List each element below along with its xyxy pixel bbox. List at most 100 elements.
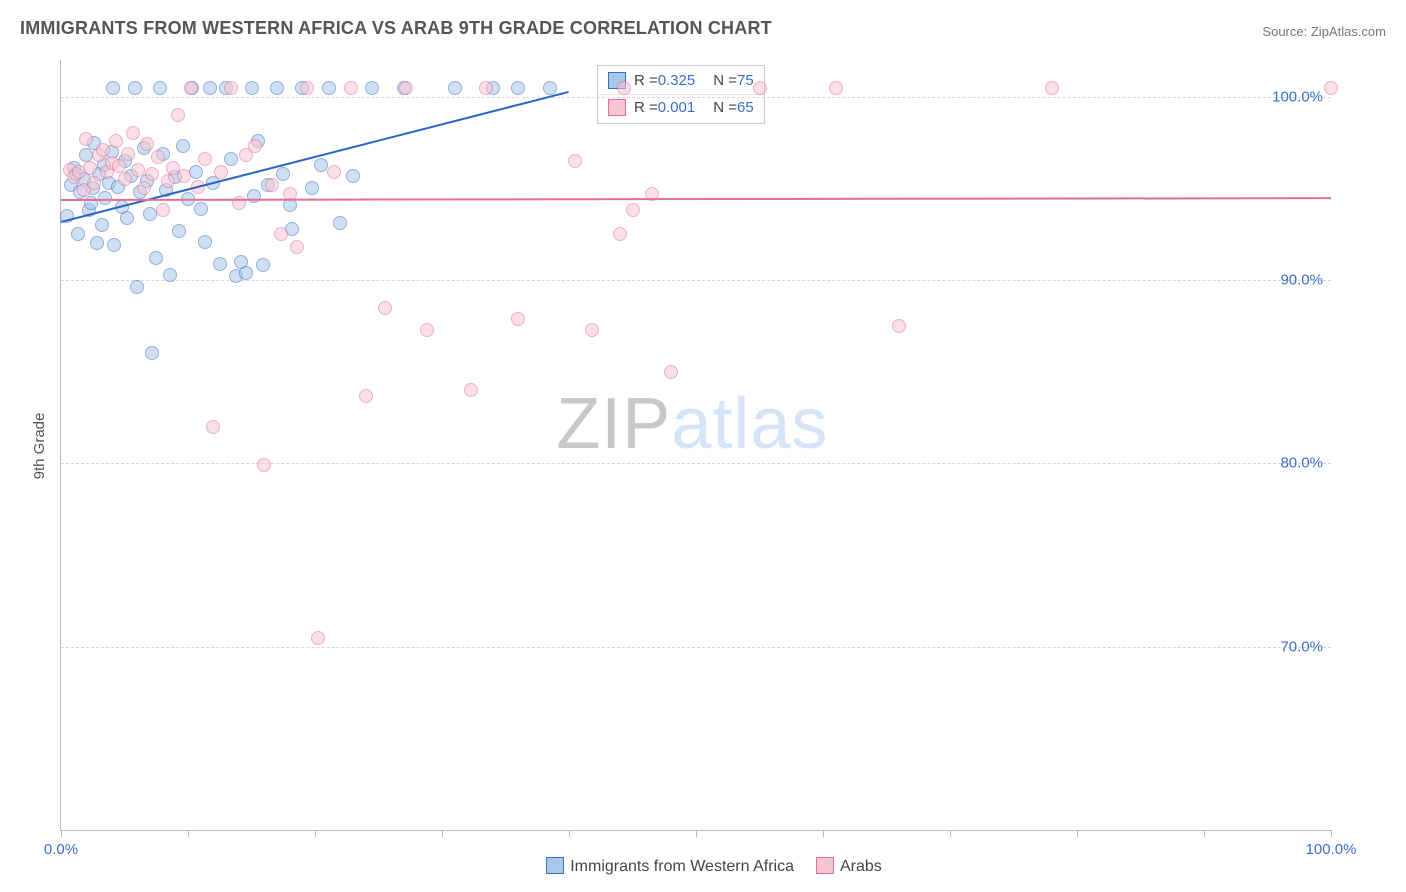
scatter-point-western_africa bbox=[251, 134, 265, 148]
scatter-point-arabs bbox=[100, 165, 114, 179]
scatter-point-arabs bbox=[184, 81, 198, 95]
stats-n-value: 65 bbox=[737, 96, 754, 120]
scatter-point-arabs bbox=[63, 163, 77, 177]
scatter-point-western_africa bbox=[120, 211, 134, 225]
scatter-point-western_africa bbox=[98, 191, 112, 205]
scatter-point-arabs bbox=[137, 181, 151, 195]
source-label: Source: bbox=[1262, 24, 1307, 39]
scatter-point-western_africa bbox=[245, 81, 259, 95]
stats-r-label: R = bbox=[634, 69, 658, 93]
scatter-point-arabs bbox=[248, 139, 262, 153]
x-tick-label: 100.0% bbox=[1306, 841, 1357, 858]
scatter-point-arabs bbox=[1324, 81, 1338, 95]
y-axis-label: 9th Grade bbox=[31, 413, 48, 480]
scatter-point-arabs bbox=[171, 108, 185, 122]
stats-n-label: N = bbox=[713, 69, 737, 93]
scatter-point-arabs bbox=[72, 165, 86, 179]
scatter-point-western_africa bbox=[346, 169, 360, 183]
scatter-point-western_africa bbox=[105, 145, 119, 159]
scatter-point-western_africa bbox=[140, 174, 154, 188]
gridline-h bbox=[61, 97, 1331, 98]
x-tick bbox=[188, 830, 189, 837]
scatter-point-western_africa bbox=[92, 167, 106, 181]
scatter-point-arabs bbox=[464, 383, 478, 397]
stats-n-value: 75 bbox=[737, 69, 754, 93]
scatter-point-arabs bbox=[626, 203, 640, 217]
scatter-plot: ZIPatlas R = 0.325N = 75R = 0.001N = 65 … bbox=[60, 60, 1331, 831]
gridline-h bbox=[61, 647, 1331, 648]
scatter-point-western_africa bbox=[107, 238, 121, 252]
source-credit: Source: ZipAtlas.com bbox=[1262, 24, 1386, 39]
scatter-point-western_africa bbox=[97, 158, 111, 172]
scatter-point-arabs bbox=[568, 154, 582, 168]
trend-line-arabs bbox=[61, 197, 1331, 201]
scatter-point-arabs bbox=[109, 134, 123, 148]
scatter-point-arabs bbox=[145, 167, 159, 181]
scatter-point-western_africa bbox=[102, 176, 116, 190]
scatter-point-western_africa bbox=[176, 139, 190, 153]
scatter-point-western_africa bbox=[198, 235, 212, 249]
scatter-point-arabs bbox=[274, 227, 288, 241]
x-tick bbox=[315, 830, 316, 837]
correlation-stats-box: R = 0.325N = 75R = 0.001N = 65 bbox=[597, 65, 765, 124]
scatter-point-arabs bbox=[96, 143, 110, 157]
scatter-point-western_africa bbox=[90, 236, 104, 250]
stats-r-label: R = bbox=[634, 96, 658, 120]
scatter-point-arabs bbox=[140, 137, 154, 151]
y-tick-label: 70.0% bbox=[1280, 638, 1323, 655]
scatter-point-western_africa bbox=[486, 81, 500, 95]
scatter-point-arabs bbox=[177, 169, 191, 183]
scatter-point-arabs bbox=[311, 631, 325, 645]
scatter-point-western_africa bbox=[185, 81, 199, 95]
scatter-point-western_africa bbox=[194, 202, 208, 216]
scatter-point-arabs bbox=[892, 319, 906, 333]
scatter-point-western_africa bbox=[322, 81, 336, 95]
scatter-point-western_africa bbox=[106, 81, 120, 95]
stats-row-arabs: R = 0.001N = 65 bbox=[598, 94, 764, 121]
y-tick-label: 90.0% bbox=[1280, 272, 1323, 289]
x-tick bbox=[1331, 830, 1332, 837]
scatter-point-western_africa bbox=[295, 81, 309, 95]
scatter-point-arabs bbox=[257, 458, 271, 472]
scatter-point-arabs bbox=[105, 156, 119, 170]
watermark: ZIPatlas bbox=[556, 383, 828, 465]
scatter-point-arabs bbox=[206, 420, 220, 434]
swatch-arabs bbox=[608, 99, 626, 116]
scatter-point-western_africa bbox=[124, 169, 138, 183]
scatter-point-western_africa bbox=[86, 181, 100, 195]
scatter-point-western_africa bbox=[77, 172, 91, 186]
scatter-point-western_africa bbox=[87, 136, 101, 150]
scatter-point-western_africa bbox=[261, 178, 275, 192]
scatter-point-western_africa bbox=[256, 258, 270, 272]
scatter-point-arabs bbox=[239, 148, 253, 162]
scatter-point-western_africa bbox=[79, 148, 93, 162]
scatter-point-western_africa bbox=[137, 141, 151, 155]
scatter-point-arabs bbox=[67, 170, 81, 184]
stats-row-western_africa: R = 0.325N = 75 bbox=[598, 68, 764, 94]
scatter-point-western_africa bbox=[111, 180, 125, 194]
x-tick bbox=[696, 830, 697, 837]
trend-line-western_africa bbox=[61, 91, 569, 223]
scatter-point-arabs bbox=[112, 159, 126, 173]
source-name: ZipAtlas.com bbox=[1311, 24, 1386, 39]
legend-swatch-western_africa bbox=[546, 857, 564, 874]
scatter-point-arabs bbox=[420, 323, 434, 337]
scatter-point-arabs bbox=[156, 203, 170, 217]
scatter-point-arabs bbox=[224, 81, 238, 95]
scatter-point-western_africa bbox=[365, 81, 379, 95]
scatter-point-arabs bbox=[92, 148, 106, 162]
scatter-point-arabs bbox=[77, 183, 91, 197]
scatter-point-western_africa bbox=[511, 81, 525, 95]
scatter-point-western_africa bbox=[397, 81, 411, 95]
scatter-point-western_africa bbox=[133, 185, 147, 199]
scatter-point-western_africa bbox=[448, 81, 462, 95]
scatter-point-western_africa bbox=[203, 81, 217, 95]
scatter-point-arabs bbox=[161, 174, 175, 188]
scatter-point-arabs bbox=[83, 161, 97, 175]
x-tick bbox=[823, 830, 824, 837]
scatter-point-arabs bbox=[1045, 81, 1059, 95]
scatter-point-arabs bbox=[613, 227, 627, 241]
stats-n-label: N = bbox=[713, 96, 737, 120]
scatter-point-arabs bbox=[511, 312, 525, 326]
scatter-point-arabs bbox=[344, 81, 358, 95]
